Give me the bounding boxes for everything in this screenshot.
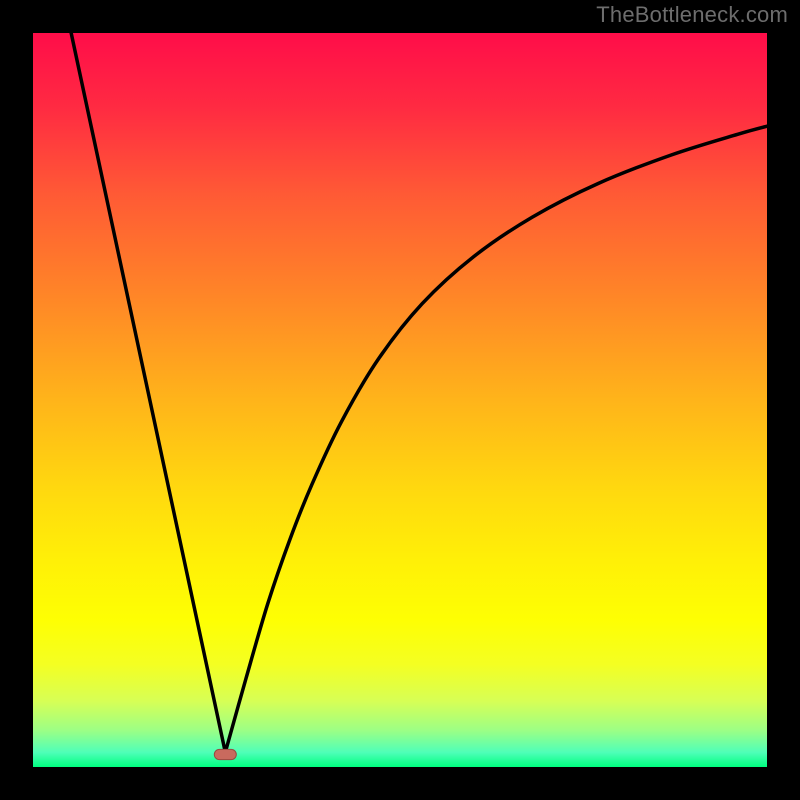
bottleneck-chart	[0, 0, 800, 800]
plot-background	[33, 33, 767, 767]
watermark-text: TheBottleneck.com	[596, 2, 788, 28]
valley-marker	[214, 749, 236, 759]
chart-container: TheBottleneck.com	[0, 0, 800, 800]
